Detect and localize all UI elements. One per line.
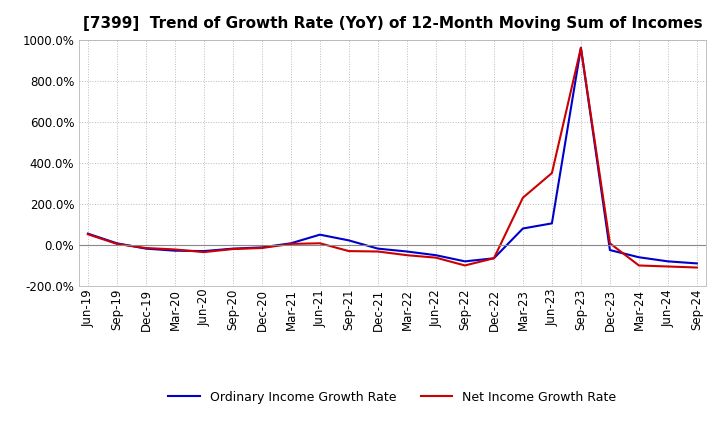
Net Income Growth Rate [518,195,527,200]
Net Income Growth Rate [112,241,121,246]
Net Income Growth Rate [634,263,643,268]
Ordinary Income Growth Rate [345,238,354,243]
Ordinary Income Growth Rate [402,249,411,254]
Net Income Growth Rate [577,45,585,51]
Ordinary Income Growth Rate [664,259,672,264]
Ordinary Income Growth Rate [606,247,614,253]
Ordinary Income Growth Rate [518,226,527,231]
Net Income Growth Rate [606,241,614,246]
Net Income Growth Rate [693,265,701,270]
Ordinary Income Growth Rate [431,253,440,258]
Net Income Growth Rate [374,249,382,254]
Net Income Growth Rate [84,231,92,237]
Ordinary Income Growth Rate [634,255,643,260]
Net Income Growth Rate [315,241,324,246]
Net Income Growth Rate [142,246,150,251]
Ordinary Income Growth Rate [112,241,121,246]
Net Income Growth Rate [345,249,354,254]
Ordinary Income Growth Rate [228,246,237,251]
Net Income Growth Rate [258,246,266,251]
Ordinary Income Growth Rate [199,249,208,254]
Ordinary Income Growth Rate [84,231,92,236]
Net Income Growth Rate [171,247,179,252]
Ordinary Income Growth Rate [461,259,469,264]
Ordinary Income Growth Rate [287,241,295,246]
Ordinary Income Growth Rate [374,246,382,251]
Legend: Ordinary Income Growth Rate, Net Income Growth Rate: Ordinary Income Growth Rate, Net Income … [163,386,621,409]
Ordinary Income Growth Rate [171,248,179,253]
Net Income Growth Rate [548,170,557,176]
Ordinary Income Growth Rate [693,261,701,266]
Net Income Growth Rate [199,249,208,255]
Net Income Growth Rate [287,241,295,246]
Net Income Growth Rate [402,253,411,258]
Line: Ordinary Income Growth Rate: Ordinary Income Growth Rate [88,48,697,264]
Net Income Growth Rate [490,256,498,261]
Line: Net Income Growth Rate: Net Income Growth Rate [88,48,697,268]
Ordinary Income Growth Rate [577,45,585,51]
Title: [7399]  Trend of Growth Rate (YoY) of 12-Month Moving Sum of Incomes: [7399] Trend of Growth Rate (YoY) of 12-… [83,16,702,32]
Net Income Growth Rate [664,264,672,269]
Net Income Growth Rate [431,255,440,260]
Ordinary Income Growth Rate [315,232,324,237]
Net Income Growth Rate [461,263,469,268]
Ordinary Income Growth Rate [258,245,266,250]
Net Income Growth Rate [228,246,237,252]
Ordinary Income Growth Rate [548,221,557,226]
Ordinary Income Growth Rate [490,256,498,261]
Ordinary Income Growth Rate [142,246,150,251]
